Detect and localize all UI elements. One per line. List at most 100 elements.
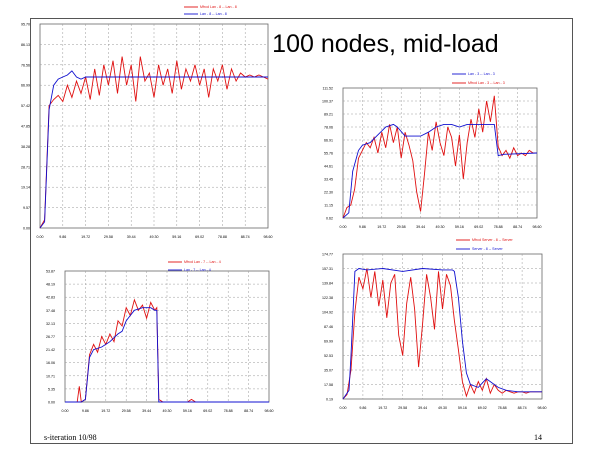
x-tick-label: 29.58 (397, 225, 406, 229)
x-tick-label: 98.60 (264, 235, 273, 239)
legend-label: Mfrcd Lan - 7 -- Lan - 4 (184, 260, 221, 264)
y-tick-label: 42.83 (46, 296, 55, 300)
x-tick-label: 59.16 (172, 235, 181, 239)
y-tick-label: 122.38 (322, 296, 333, 300)
y-tick-label: 104.92 (322, 311, 333, 315)
y-tick-label: 26.77 (46, 335, 55, 339)
x-tick-label: 0.00 (62, 409, 69, 413)
y-tick-label: 55.76 (324, 152, 333, 156)
series-line-blue (39, 70, 268, 229)
series-line-blue (65, 307, 269, 403)
y-tick-label: 69.99 (324, 340, 333, 344)
x-tick-label: 39.44 (416, 225, 425, 229)
y-tick-label: 37.48 (46, 309, 55, 313)
x-tick-label: 9.86 (359, 406, 366, 410)
legend-label: Mfrcd Lan - 3 -- Lan - 3 (468, 81, 505, 85)
x-tick-label: 69.02 (474, 225, 483, 229)
y-tick-label: 22.30 (324, 191, 333, 195)
y-tick-label: 95.70 (21, 23, 30, 27)
footer-caption: s-iteration 10/98 (44, 433, 97, 442)
series-line-red (39, 56, 269, 229)
x-tick-label: 69.02 (195, 235, 204, 239)
y-tick-label: 157.31 (322, 267, 333, 271)
y-tick-label: 35.07 (324, 369, 333, 373)
y-tick-label: 47.85 (21, 125, 30, 129)
legend-label: Server - 8 -- Server (472, 247, 504, 251)
chart-bottom-right: 0.00 9.86 19.72 29.58 39.44 49.30 59.16 69.02 78… (322, 238, 547, 410)
x-tick-label: 0.00 (340, 406, 347, 410)
y-tick-label: 139.84 (322, 282, 333, 286)
y-tick-label: 11.15 (324, 204, 333, 208)
y-tick-label: 9.57 (23, 206, 30, 210)
x-tick-label: 59.16 (183, 409, 192, 413)
x-tick-label: 39.44 (127, 235, 136, 239)
series-line-red (342, 95, 537, 219)
y-tick-label: 0.00 (23, 227, 30, 231)
legend-label: Mfrcd Lan - 8 -- Lan - 8 (200, 5, 237, 9)
x-tick-label: 39.44 (142, 409, 151, 413)
y-tick-label: 16.06 (46, 361, 55, 365)
legend-label: Lan - 3 -- Lan - 3 (468, 72, 495, 76)
x-tick-label: 78.88 (494, 225, 503, 229)
y-tick-label: 66.99 (21, 84, 30, 88)
y-tick-label: 5.35 (48, 387, 55, 391)
y-tick-label: 87.46 (324, 325, 333, 329)
x-tick-label: 88.74 (241, 235, 250, 239)
x-tick-label: 29.58 (398, 406, 407, 410)
x-tick-label: 0.00 (340, 225, 347, 229)
x-tick-label: 29.58 (122, 409, 131, 413)
chart-bottom-left: 0.00 9.86 19.72 29.58 39.44 49.30 59.16 69.02 78… (46, 260, 274, 413)
x-tick-label: 19.72 (378, 406, 387, 410)
x-tick-label: 69.02 (478, 406, 487, 410)
x-tick-label: 19.72 (101, 409, 110, 413)
x-tick-label: 59.16 (458, 406, 467, 410)
x-tick-label: 98.60 (533, 225, 542, 229)
y-tick-label: 17.58 (324, 383, 333, 387)
x-tick-label: 9.86 (59, 235, 66, 239)
y-tick-label: 78.06 (324, 126, 333, 130)
x-tick-label: 78.88 (224, 409, 233, 413)
x-tick-label: 88.74 (513, 225, 522, 229)
series-line-red (342, 268, 542, 400)
x-tick-label: 49.30 (436, 225, 445, 229)
legend-label: Lan - 8 -- Lan - 8 (200, 12, 227, 16)
y-tick-label: 100.37 (322, 100, 333, 104)
chart-top-right: 0.00 9.86 19.72 29.58 39.44 49.30 59.16 69.02 78… (322, 72, 542, 229)
series-line-blue (342, 123, 538, 219)
x-tick-label: 88.74 (518, 406, 527, 410)
y-tick-label: 53.87 (46, 270, 55, 274)
x-tick-label: 49.30 (150, 235, 159, 239)
x-tick-label: 19.72 (81, 235, 90, 239)
x-tick-label: 0.00 (37, 235, 44, 239)
y-tick-label: 0.62 (326, 217, 333, 221)
y-tick-label: 21.42 (46, 348, 55, 352)
legend-label: Mfrcd Server - 8 -- Server (472, 238, 514, 242)
y-tick-label: 44.61 (324, 165, 333, 169)
x-tick-label: 9.86 (359, 225, 366, 229)
y-tick-label: 52.53 (324, 354, 333, 358)
series-line-blue (342, 268, 542, 400)
x-tick-label: 49.30 (163, 409, 172, 413)
x-tick-label: 78.88 (498, 406, 507, 410)
y-tick-label: 48.19 (46, 283, 55, 287)
x-tick-label: 39.44 (418, 406, 427, 410)
y-tick-label: 174.77 (322, 253, 333, 257)
x-tick-label: 49.30 (438, 406, 447, 410)
y-tick-label: 10.71 (46, 374, 55, 378)
y-tick-label: 32.13 (46, 322, 55, 326)
y-tick-label: 19.14 (21, 186, 30, 190)
page-number: 14 (534, 433, 542, 442)
y-tick-label: 38.28 (21, 145, 30, 149)
y-tick-label: 89.21 (324, 113, 333, 117)
x-tick-label: 98.60 (538, 406, 547, 410)
x-tick-label: 98.60 (265, 409, 274, 413)
x-tick-label: 69.02 (203, 409, 212, 413)
x-tick-label: 59.16 (455, 225, 464, 229)
y-tick-label: 66.91 (324, 139, 333, 143)
y-tick-label: 76.56 (21, 63, 30, 67)
legend-label: Lan - 7 -- Lan - 4 (184, 268, 211, 272)
y-tick-label: 111.52 (323, 87, 333, 91)
x-tick-label: 88.74 (244, 409, 253, 413)
y-tick-label: 0.19 (326, 398, 333, 402)
chart-top-left: 0.00 9.86 19.72 29.58 39.44 49.30 59.16 69.02 78… (21, 5, 273, 239)
